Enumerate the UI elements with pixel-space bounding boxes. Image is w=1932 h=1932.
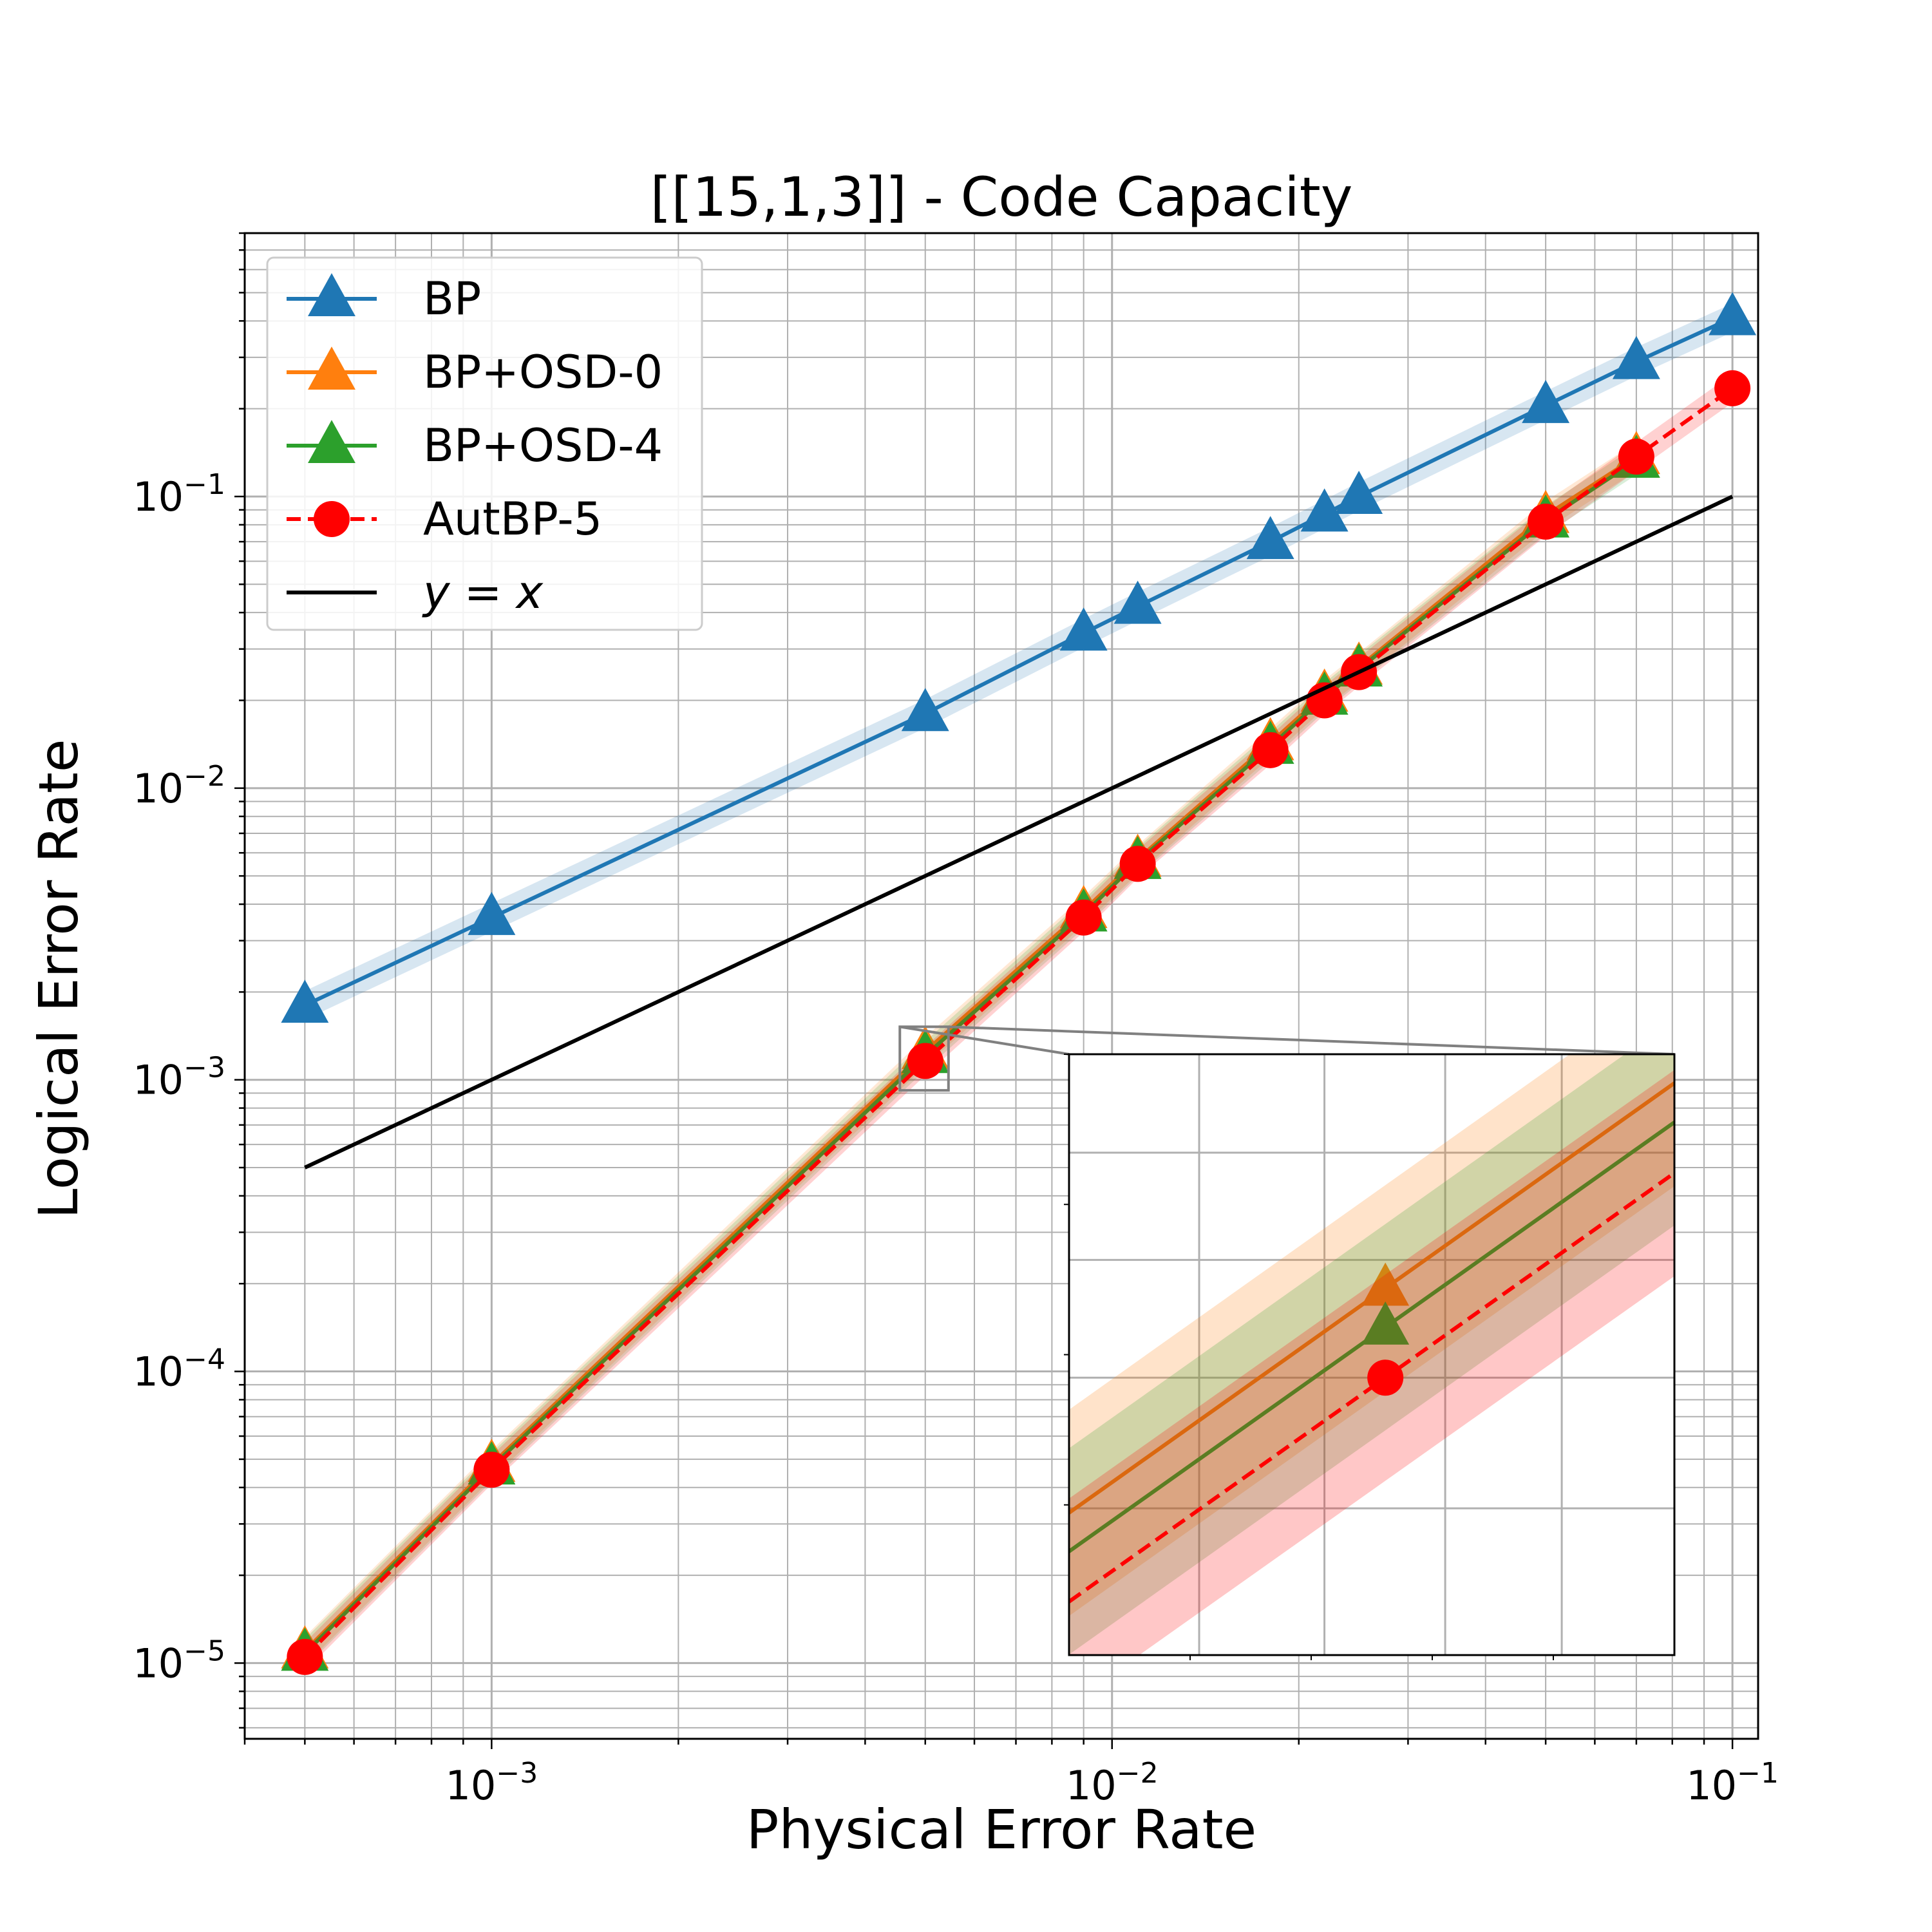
triangle-marker: [1335, 471, 1383, 515]
legend-label: BP+OSD-4: [423, 419, 663, 472]
triangle-marker: [1361, 1301, 1410, 1345]
legend-box: [266, 256, 703, 631]
circle-marker: [314, 501, 350, 537]
x-tick-label: 10−2: [1066, 1757, 1159, 1809]
axis-ticks: 10−3 10−2 10−1 10−5 10−4 10−3 10−2 10−1: [133, 232, 1779, 1809]
circle-marker: [1528, 504, 1564, 540]
connector-line: [899, 1025, 1070, 1056]
zoom-indicator: [898, 1025, 1675, 1092]
legend-label-main: y: [422, 566, 451, 619]
y-axis-label: Logical Error Rate: [27, 739, 90, 1218]
legend-label-main: BP+OSD-0: [423, 346, 663, 399]
legend-label-var: x: [515, 566, 544, 619]
triangle-marker: [308, 420, 355, 464]
y-tick-label: 10−3: [133, 1052, 225, 1104]
y-tick-label: 10−4: [133, 1343, 225, 1396]
circle-marker: [1119, 846, 1156, 882]
triangle-marker: [1059, 607, 1108, 651]
circle-marker: [907, 1043, 943, 1079]
circle-marker: [1252, 732, 1289, 768]
x-tick-label: 10−3: [445, 1757, 538, 1809]
series-line: [304, 495, 1734, 1170]
confidence-band: [305, 446, 1636, 1668]
legend-label-main: AutBP-5: [423, 493, 602, 545]
triangle-marker: [1709, 292, 1757, 336]
y-tick-label: 10−1: [133, 468, 225, 520]
legend-label-eq: =: [450, 566, 516, 619]
confidence-band: [305, 374, 1733, 1672]
triangle-marker: [1113, 580, 1162, 624]
y-tick-label: 10−2: [133, 760, 225, 812]
confidence-band: [305, 303, 1733, 1020]
circle-marker: [473, 1452, 510, 1488]
triangle-marker: [901, 688, 949, 732]
legend-label: y = x: [422, 566, 544, 619]
triangle-marker: [281, 980, 329, 1023]
inset-content: [1069, 1054, 1674, 1655]
triangle-marker: [1361, 1262, 1410, 1306]
inset-band: [1069, 1070, 1674, 1655]
circle-marker: [1367, 1359, 1404, 1396]
connector-line: [948, 1025, 1675, 1056]
series-line: [303, 455, 1638, 1653]
y-tick-label: 10−5: [133, 1634, 225, 1687]
legend-label-main: BP+OSD-4: [423, 419, 663, 472]
chart-title: [[15,1,3]] - Code Capacity: [650, 166, 1353, 229]
circle-marker: [1714, 370, 1751, 406]
triangle-marker: [468, 891, 516, 935]
circle-marker: [1618, 439, 1654, 475]
zoom-box: [898, 1025, 950, 1092]
legend-label: BP: [423, 272, 481, 325]
legend-label: AutBP-5: [423, 493, 602, 545]
x-tick-label: 10−1: [1686, 1757, 1779, 1809]
inset-band: [1069, 1054, 1674, 1655]
triangle-marker: [1246, 516, 1294, 560]
legend: BP BP+OSD-0 BP+OSD-4 AutBP-5 y = x: [266, 256, 703, 631]
triangle-marker: [1612, 336, 1660, 379]
series-layer: [281, 292, 1757, 1675]
circle-marker: [287, 1638, 323, 1675]
circle-marker: [1065, 899, 1102, 936]
triangle-marker: [308, 346, 355, 390]
triangle-marker: [308, 273, 355, 317]
x-axis-label: Physical Error Rate: [746, 1798, 1256, 1861]
legend-label: BP+OSD-0: [423, 346, 663, 399]
triangle-marker: [1300, 488, 1349, 532]
triangle-marker: [1522, 379, 1570, 423]
inset-plot: [1064, 1053, 1676, 1660]
plot-frame: [243, 232, 1759, 1740]
legend-label-main: BP: [423, 272, 481, 325]
